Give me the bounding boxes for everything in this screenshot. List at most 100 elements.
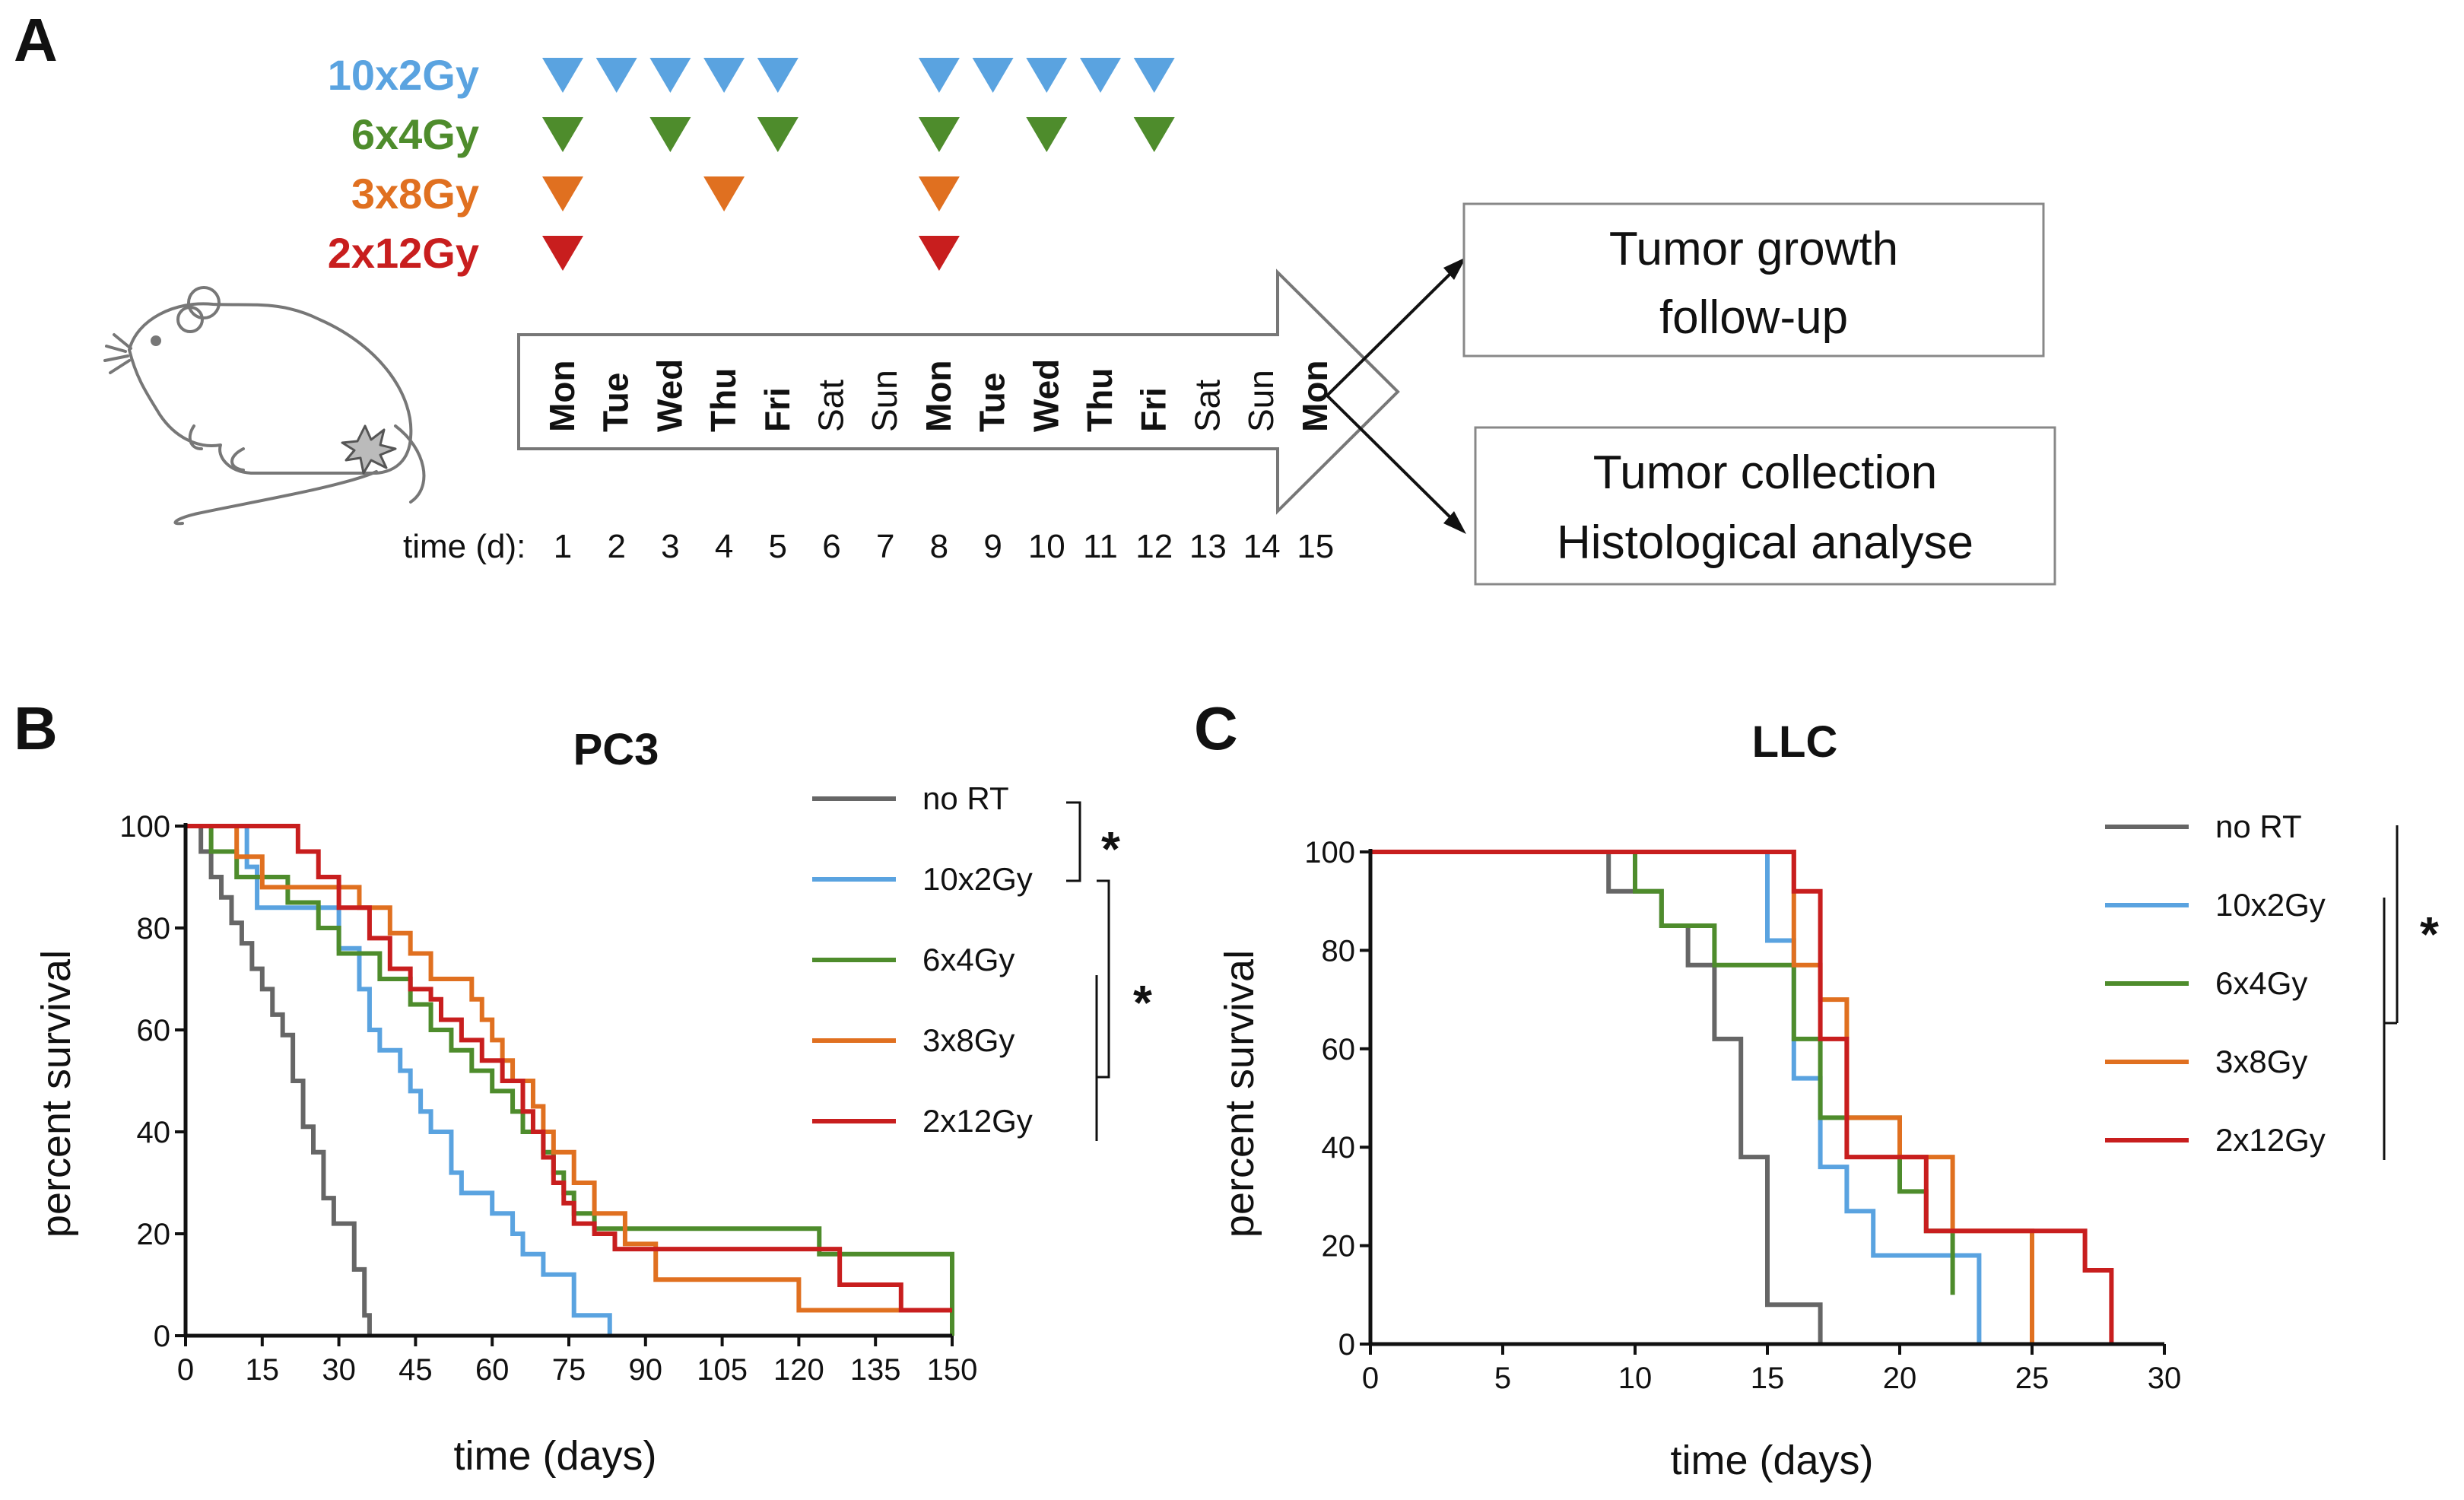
chart-pc3: 0 20 40 60 80 100 0 15 30 45 60 75 90 105 120 135 150 [119, 810, 977, 1387]
dose-marker-3x8gy-day-4 [703, 176, 745, 211]
day-number-7: 7 [876, 528, 894, 565]
significance-star-llc: * [2420, 907, 2439, 961]
y-tick-label-0: 0 [1338, 1328, 1355, 1362]
legend-label-2x12gy: 2x12Gy [922, 1103, 1033, 1139]
chart-title-llc: LLC [1752, 717, 1838, 767]
y-tick-label-60: 60 [137, 1014, 171, 1047]
x-tick-label-150: 150 [927, 1353, 978, 1387]
dose-marker-10x2gy-day-5 [757, 58, 799, 93]
weekday-label-14: Sun [1241, 370, 1281, 432]
legend-llc: no RT 10x2Gy 6x4Gy 3x8Gy 2x12Gy [2105, 809, 2326, 1158]
outcome-growth-line1: Tumor growth [1609, 223, 1898, 275]
outcome-growth-line2: follow-up [1659, 291, 1848, 344]
legend-label-6x4gy: 6x4Gy [922, 942, 1014, 977]
weekday-label-7: Sun [865, 370, 904, 432]
outcome-collection-line2: Histological analyse [1557, 516, 1973, 569]
day-number-3: 3 [661, 528, 679, 565]
dose-marker-2x12gy-day-8 [918, 236, 960, 271]
dose-marker-10x2gy-day-1 [542, 58, 583, 93]
day-number-13: 13 [1189, 528, 1227, 565]
legend-label-10x2gy: 10x2Gy [2215, 887, 2326, 923]
x-tick-label-120: 120 [773, 1353, 824, 1387]
y-tick-label-80: 80 [1322, 934, 1356, 968]
km-curve-6x4gy [186, 824, 954, 1336]
x-tick-label-10: 10 [1618, 1362, 1653, 1395]
regimen-label-6x4gy: 6x4Gy [351, 110, 479, 158]
regimen-label-3x8gy: 3x8Gy [351, 170, 479, 218]
weekday-labels: Mon Tue Wed Thu Fri Sat Sun Mon Tue Wed Thu Fri Sat S… [542, 359, 1335, 432]
day-number-12: 12 [1135, 528, 1173, 565]
weekday-label-12: Fri [1134, 387, 1173, 432]
km-curve-2x12gy [186, 824, 952, 1313]
weekday-label-5: Fri [757, 387, 797, 432]
x-tick-label-15: 15 [1751, 1362, 1785, 1395]
day-number-2: 2 [607, 528, 625, 565]
regimen-label-10x2gy: 10x2Gy [328, 51, 479, 99]
dose-marker-10x2gy-day-9 [972, 58, 1014, 93]
arrowhead-up [1443, 257, 1466, 280]
timeline-arrow [517, 269, 1400, 515]
weekday-label-2: Tue [596, 373, 636, 432]
km-curve-10x2gy [186, 824, 612, 1336]
outcome-box-collection [1474, 426, 2056, 586]
dose-marker-6x4gy-day-3 [649, 117, 691, 152]
y-tick-label-40: 40 [137, 1116, 171, 1149]
weekday-label-1: Mon [542, 360, 582, 432]
y-tick-label-20: 20 [137, 1218, 171, 1251]
km-curve-2x12gy [1370, 850, 2114, 1344]
dose-marker-3x8gy-day-1 [542, 176, 583, 211]
legend-label-10x2gy: 10x2Gy [922, 861, 1033, 897]
outcome-collection-line1: Tumor collection [1593, 447, 1938, 499]
weekday-label-3: Wed [649, 359, 689, 432]
significance-brackets-llc [2383, 825, 2399, 1160]
x-tick-label-75: 75 [552, 1353, 586, 1387]
day-number-15: 15 [1297, 528, 1334, 565]
y-tick-label-20: 20 [1322, 1230, 1356, 1263]
dose-marker-10x2gy-day-2 [595, 58, 637, 93]
branch-arrows [1326, 266, 1458, 525]
legend-label-3x8gy: 3x8Gy [2215, 1044, 2307, 1079]
panel-label-b: B [14, 694, 58, 762]
weekday-label-6: Sat [811, 380, 851, 432]
weekday-label-4: Thu [703, 368, 743, 432]
x-tick-label-0: 0 [177, 1353, 194, 1387]
chart-title-pc3: PC3 [573, 725, 659, 774]
y-tick-label-0: 0 [154, 1320, 170, 1353]
regimen-label-2x12gy: 2x12Gy [328, 229, 479, 277]
x-axis-title-pc3: time (days) [453, 1433, 656, 1479]
day-number-4: 4 [715, 528, 733, 565]
x-tick-label-0: 0 [1362, 1362, 1379, 1395]
dose-marker-6x4gy-day-8 [918, 117, 960, 152]
legend-label-2x12gy: 2x12Gy [2215, 1122, 2326, 1158]
dose-marker-10x2gy-day-8 [918, 58, 960, 93]
y-tick-label-60: 60 [1322, 1033, 1356, 1066]
panel-label-c: C [1194, 694, 1238, 762]
km-curve-10x2gy [1370, 850, 1982, 1344]
x-axis-title-llc: time (days) [1670, 1438, 1873, 1483]
dose-marker-10x2gy-day-11 [1080, 58, 1121, 93]
x-tick-label-105: 105 [697, 1353, 748, 1387]
weekday-label-13: Sat [1187, 380, 1227, 432]
chart-llc: 0 20 40 60 80 100 0 5 10 15 20 25 30 [1304, 836, 2181, 1395]
weekday-label-10: Wed [1026, 359, 1065, 432]
mouse-illustration [103, 286, 426, 526]
y-tick-label-80: 80 [137, 912, 171, 945]
x-tick-label-135: 135 [850, 1353, 901, 1387]
day-numbers: 1 2 3 4 5 6 7 8 9 10 11 12 13 14 15 [554, 528, 1335, 565]
y-axis-title-llc: percent survival [1217, 950, 1262, 1238]
x-tick-label-15: 15 [246, 1353, 280, 1387]
x-tick-label-45: 45 [398, 1353, 433, 1387]
dose-marker-3x8gy-day-8 [918, 176, 960, 211]
day-number-9: 9 [983, 528, 1002, 565]
x-tick-label-25: 25 [2015, 1362, 2050, 1395]
dose-marker-6x4gy-day-12 [1133, 117, 1175, 152]
significance-brackets-pc3 [1066, 801, 1110, 1141]
y-tick-label-40: 40 [1322, 1131, 1356, 1165]
km-curve-6x4gy [1370, 850, 1955, 1295]
dose-marker-10x2gy-day-10 [1026, 58, 1068, 93]
day-number-6: 6 [822, 528, 840, 565]
dose-marker-10x2gy-day-12 [1133, 58, 1175, 93]
dose-marker-2x12gy-day-1 [542, 236, 583, 271]
legend-pc3: no RT 10x2Gy 6x4Gy 3x8Gy 2x12Gy [812, 780, 1033, 1139]
